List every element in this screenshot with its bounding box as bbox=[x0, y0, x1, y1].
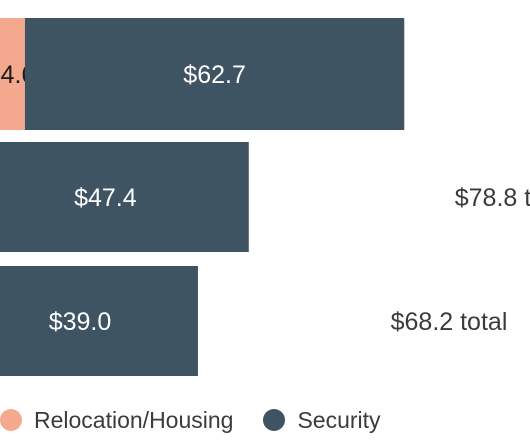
legend-label-relocation: Relocation/Housing bbox=[34, 406, 234, 433]
bar-total-label: $78.8 total bbox=[455, 184, 530, 212]
bar-segment-3-row-2 bbox=[0, 142, 249, 252]
bar-total-label: $68.2 total bbox=[391, 308, 508, 336]
bar-value-label: $39.0 bbox=[49, 308, 112, 336]
stacked-bar-chart: $4.6$62.7$47.4$39.0$78.8 total$68.2 tota… bbox=[0, 18, 530, 376]
legend-item-security: Security bbox=[263, 406, 381, 434]
bar-segment-2-row-1 bbox=[0, 18, 25, 130]
bar-value-label: $62.7 bbox=[183, 61, 246, 89]
legend-label-security: Security bbox=[297, 406, 381, 433]
chart-legend: Relocation/Housing Security bbox=[0, 402, 411, 438]
bar-segment-3-row-1 bbox=[24, 18, 405, 130]
bar-value-label: $47.4 bbox=[74, 184, 137, 212]
legend-swatch-security bbox=[263, 409, 286, 431]
bar-segment-3-row-3 bbox=[0, 266, 198, 376]
legend-swatch-relocation bbox=[0, 409, 22, 431]
legend-item-relocation: Relocation/Housing bbox=[0, 407, 233, 434]
